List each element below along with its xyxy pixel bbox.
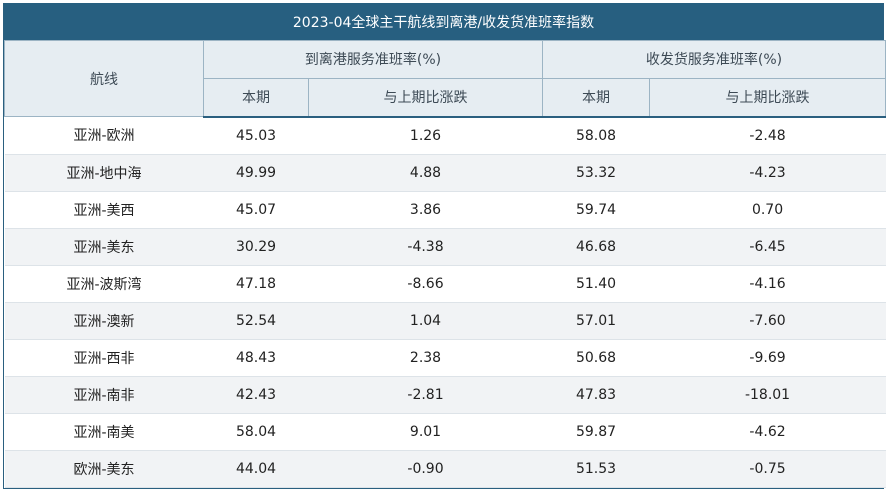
arrival-current-cell: 30.29 bbox=[203, 228, 309, 266]
table-row: 亚洲-南美 58.04 9.01 59.87 -4.62 bbox=[4, 413, 886, 451]
table-row: 亚洲-波斯湾 47.18 -8.66 51.40 -4.16 bbox=[4, 265, 886, 303]
cargo-current-cell: 51.53 bbox=[542, 450, 650, 488]
table-body: 亚洲-欧洲 45.03 1.26 58.08 -2.48 亚洲-地中海 49.99 4.88 5… bbox=[4, 116, 886, 488]
cargo-change-cell: -4.23 bbox=[649, 154, 886, 192]
arrival-change-cell: -2.81 bbox=[308, 376, 543, 414]
arrival-current-cell: 45.03 bbox=[203, 116, 309, 155]
arrival-current-cell: 48.43 bbox=[203, 339, 309, 377]
table-header: 航线 到离港服务准班率(%) 收发货服务准班率(%) 本期 与上期比涨跌 本期 … bbox=[4, 40, 887, 118]
schedule-reliability-panel: 2023-04全球主干航线到离港/收发货准班率指数 航线 到离港服务准班率(%)… bbox=[3, 3, 887, 489]
cargo-change-cell: -7.60 bbox=[649, 302, 886, 340]
table-row: 亚洲-南非 42.43 -2.81 47.83 -18.01 bbox=[4, 376, 886, 414]
cargo-change-cell: -6.45 bbox=[649, 228, 886, 266]
arrival-change-cell: -8.66 bbox=[308, 265, 543, 303]
table-row: 亚洲-澳新 52.54 1.04 57.01 -7.60 bbox=[4, 302, 886, 340]
cargo-current-cell: 46.68 bbox=[542, 228, 650, 266]
arrival-current-cell: 49.99 bbox=[203, 154, 309, 192]
header-cargo-change: 与上期比涨跌 bbox=[649, 77, 887, 118]
cargo-current-cell: 59.74 bbox=[542, 191, 650, 229]
arrival-current-cell: 58.04 bbox=[203, 413, 309, 451]
arrival-change-cell: -0.90 bbox=[308, 450, 543, 488]
cargo-change-cell: -2.48 bbox=[649, 116, 886, 155]
table-row: 亚洲-美东 30.29 -4.38 46.68 -6.45 bbox=[4, 228, 886, 266]
arrival-current-cell: 44.04 bbox=[203, 450, 309, 488]
route-cell: 亚洲-南美 bbox=[4, 413, 204, 451]
cargo-change-cell: 0.70 bbox=[649, 191, 886, 229]
route-cell: 亚洲-澳新 bbox=[4, 302, 204, 340]
route-cell: 亚洲-欧洲 bbox=[4, 116, 204, 155]
arrival-current-cell: 52.54 bbox=[203, 302, 309, 340]
table-row: 亚洲-地中海 49.99 4.88 53.32 -4.23 bbox=[4, 154, 886, 192]
header-arrival-change: 与上期比涨跌 bbox=[307, 77, 544, 118]
cargo-current-cell: 50.68 bbox=[542, 339, 650, 377]
arrival-change-cell: -4.38 bbox=[308, 228, 543, 266]
route-cell: 亚洲-美东 bbox=[4, 228, 204, 266]
header-route: 航线 bbox=[4, 40, 204, 117]
arrival-change-cell: 9.01 bbox=[308, 413, 543, 451]
cargo-current-cell: 47.83 bbox=[542, 376, 650, 414]
arrival-change-cell: 1.04 bbox=[308, 302, 543, 340]
route-cell: 欧洲-美东 bbox=[4, 450, 204, 488]
header-arrival-current: 本期 bbox=[203, 77, 309, 118]
arrival-change-cell: 3.86 bbox=[308, 191, 543, 229]
arrival-current-cell: 45.07 bbox=[203, 191, 309, 229]
route-cell: 亚洲-地中海 bbox=[4, 154, 204, 192]
table-row: 欧洲-美东 44.04 -0.90 51.53 -0.75 bbox=[4, 450, 886, 488]
header-cargo-current: 本期 bbox=[542, 77, 651, 118]
route-cell: 亚洲-美西 bbox=[4, 191, 204, 229]
cargo-change-cell: -0.75 bbox=[649, 450, 886, 488]
table-row: 亚洲-美西 45.07 3.86 59.74 0.70 bbox=[4, 191, 886, 229]
table-row: 亚洲-西非 48.43 2.38 50.68 -9.69 bbox=[4, 339, 886, 377]
arrival-current-cell: 42.43 bbox=[203, 376, 309, 414]
cargo-current-cell: 57.01 bbox=[542, 302, 650, 340]
arrival-current-cell: 47.18 bbox=[203, 265, 309, 303]
route-cell: 亚洲-波斯湾 bbox=[4, 265, 204, 303]
route-cell: 亚洲-西非 bbox=[4, 339, 204, 377]
header-group-cargo: 收发货服务准班率(%) bbox=[542, 40, 887, 79]
arrival-change-cell: 4.88 bbox=[308, 154, 543, 192]
cargo-change-cell: -4.62 bbox=[649, 413, 886, 451]
cargo-current-cell: 59.87 bbox=[542, 413, 650, 451]
cargo-current-cell: 58.08 bbox=[542, 116, 650, 155]
arrival-change-cell: 1.26 bbox=[308, 116, 543, 155]
table-row: 亚洲-欧洲 45.03 1.26 58.08 -2.48 bbox=[4, 116, 886, 155]
cargo-change-cell: -18.01 bbox=[649, 376, 886, 414]
arrival-change-cell: 2.38 bbox=[308, 339, 543, 377]
cargo-change-cell: -9.69 bbox=[649, 339, 886, 377]
header-group-arrival: 到离港服务准班率(%) bbox=[202, 40, 544, 79]
route-cell: 亚洲-南非 bbox=[4, 376, 204, 414]
reliability-table: 航线 到离港服务准班率(%) 收发货服务准班率(%) 本期 与上期比涨跌 本期 … bbox=[4, 40, 887, 488]
table-title: 2023-04全球主干航线到离港/收发货准班率指数 bbox=[4, 3, 883, 40]
cargo-change-cell: -4.16 bbox=[649, 265, 886, 303]
cargo-current-cell: 53.32 bbox=[542, 154, 650, 192]
cargo-current-cell: 51.40 bbox=[542, 265, 650, 303]
